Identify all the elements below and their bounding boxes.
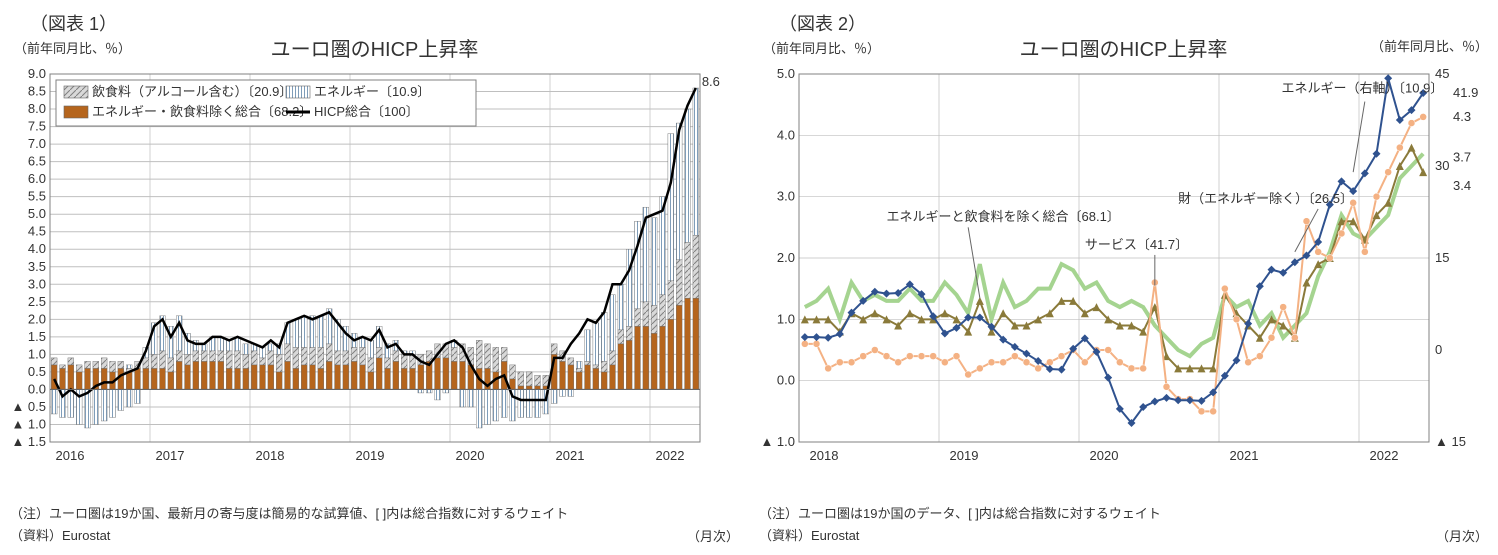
svg-text:4.3: 4.3 — [1453, 109, 1471, 124]
svg-text:エネルギーと飲食料を除く総合〔68.1〕: エネルギーと飲食料を除く総合〔68.1〕 — [887, 209, 1120, 224]
svg-text:飲食料（アルコール含む）〔20.9〕: 飲食料（アルコール含む）〔20.9〕 — [92, 84, 292, 99]
svg-text:30: 30 — [1435, 158, 1449, 173]
svg-text:財（エネルギー除く）〔26.5〕: 財（エネルギー除く）〔26.5〕 — [1178, 191, 1353, 206]
svg-text:15: 15 — [1435, 250, 1449, 265]
svg-text:2.5: 2.5 — [28, 294, 46, 309]
svg-text:2021: 2021 — [556, 448, 585, 463]
chart1-svg: ▲ 1.5 ▲ 1.0 ▲ 0.5 0.0 0.5 1.0 1.5 2.0 2.5 3.0 3.5 4… — [10, 66, 730, 466]
svg-text:1.0: 1.0 — [28, 346, 46, 361]
svg-text:8.6: 8.6 — [702, 74, 720, 89]
svg-text:2.0: 2.0 — [28, 311, 46, 326]
svg-text:3.4: 3.4 — [1453, 178, 1471, 193]
svg-text:▲ 1.5: ▲ 1.5 — [11, 434, 46, 449]
svg-text:3.0: 3.0 — [777, 189, 795, 204]
svg-text:2020: 2020 — [456, 448, 485, 463]
svg-text:エネルギー〔10.9〕: エネルギー〔10.9〕 — [314, 84, 430, 99]
svg-text:2021: 2021 — [1230, 448, 1259, 463]
svg-text:エネルギー・飲食料除く総合〔68.2〕: エネルギー・飲食料除く総合〔68.2〕 — [92, 104, 312, 119]
svg-text:4.0: 4.0 — [777, 127, 795, 142]
svg-text:▲ 15: ▲ 15 — [1435, 434, 1466, 449]
chart1-title: ユーロ圏のHICP上昇率 — [10, 33, 739, 62]
svg-text:4.0: 4.0 — [28, 241, 46, 256]
chart1-note2: （資料）Eurostat — [10, 527, 739, 545]
svg-text:2020: 2020 — [1090, 448, 1119, 463]
svg-text:0.5: 0.5 — [28, 364, 46, 379]
svg-text:▲ 1.0: ▲ 1.0 — [11, 416, 46, 431]
svg-text:8.0: 8.0 — [28, 101, 46, 116]
svg-text:5.0: 5.0 — [777, 66, 795, 81]
svg-text:3.5: 3.5 — [28, 259, 46, 274]
svg-text:2018: 2018 — [256, 448, 285, 463]
svg-text:0.0: 0.0 — [28, 381, 46, 396]
svg-text:7.5: 7.5 — [28, 119, 46, 134]
chart2-area: ▲ 1.0 0.0 1.0 2.0 3.0 4.0 5.0 ▲ 15 0 15 30 45 2018 20… — [759, 66, 1488, 501]
svg-text:1.0: 1.0 — [777, 311, 795, 326]
svg-text:5.5: 5.5 — [28, 189, 46, 204]
svg-text:0.0: 0.0 — [777, 373, 795, 388]
svg-text:45: 45 — [1435, 66, 1449, 81]
svg-text:9.0: 9.0 — [28, 66, 46, 81]
svg-text:2016: 2016 — [56, 448, 85, 463]
svg-text:8.5: 8.5 — [28, 84, 46, 99]
svg-text:2022: 2022 — [1370, 448, 1399, 463]
svg-text:7.0: 7.0 — [28, 136, 46, 151]
svg-text:2018: 2018 — [810, 448, 839, 463]
svg-text:4.5: 4.5 — [28, 224, 46, 239]
svg-text:▲ 0.5: ▲ 0.5 — [11, 399, 46, 414]
chart2-note2: （資料）Eurostat — [759, 527, 1488, 545]
chart2-panel: （図表 2） （前年同月比、％） （前年同月比、％） ユーロ圏のHICP上昇率 … — [759, 10, 1488, 545]
chart1-note1: （注）ユーロ圏は19か国、最新月の寄与度は簡易的な試算値、[ ]内は総合指数に対… — [10, 505, 739, 523]
svg-text:3.0: 3.0 — [28, 276, 46, 291]
svg-text:1.5: 1.5 — [28, 329, 46, 344]
chart2-xunit: （月次） — [1436, 526, 1488, 545]
svg-text:エネルギー（右軸）〔10.9〕: エネルギー（右軸）〔10.9〕 — [1282, 80, 1444, 95]
chart2-y-label-r: （前年同月比、％） — [1371, 36, 1488, 55]
svg-text:5.0: 5.0 — [28, 206, 46, 221]
svg-text:2019: 2019 — [356, 448, 385, 463]
svg-text:6.5: 6.5 — [28, 154, 46, 169]
svg-text:3.7: 3.7 — [1453, 150, 1471, 165]
svg-text:サービス〔41.7〕: サービス〔41.7〕 — [1085, 237, 1188, 252]
chart1-area: ▲ 1.5 ▲ 1.0 ▲ 0.5 0.0 0.5 1.0 1.5 2.0 2.5 3.0 3.5 4… — [10, 66, 739, 501]
svg-text:0: 0 — [1435, 342, 1442, 357]
chart1-xunit: （月次） — [687, 526, 739, 545]
svg-text:6.0: 6.0 — [28, 171, 46, 186]
svg-text:41.9: 41.9 — [1453, 85, 1478, 100]
svg-text:2017: 2017 — [156, 448, 185, 463]
svg-text:2.0: 2.0 — [777, 250, 795, 265]
svg-text:2022: 2022 — [656, 448, 685, 463]
chart1-panel: （図表 1） （前年同月比、％） ユーロ圏のHICP上昇率 ▲ 1.5▲ 1.0… — [10, 10, 739, 545]
svg-text:2019: 2019 — [950, 448, 979, 463]
chart2-svg: ▲ 1.0 0.0 1.0 2.0 3.0 4.0 5.0 ▲ 15 0 15 30 45 2018 20… — [759, 66, 1479, 466]
svg-text:▲ 1.0: ▲ 1.0 — [760, 434, 795, 449]
svg-text:HICP総合〔100〕: HICP総合〔100〕 — [314, 104, 419, 119]
chart2-note1: （注）ユーロ圏は19か国のデータ、[ ]内は総合指数に対するウェイト — [759, 505, 1488, 523]
